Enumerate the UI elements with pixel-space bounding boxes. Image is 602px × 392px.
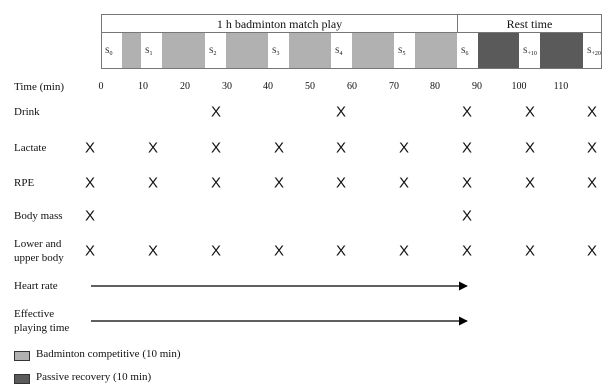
row-label-lactate: Lactate xyxy=(14,142,47,154)
measurement-mark: X xyxy=(147,242,159,260)
measurement-mark: X xyxy=(524,103,536,121)
measurement-mark: X xyxy=(84,207,96,225)
measurement-mark: X xyxy=(84,242,96,260)
measurement-mark: X xyxy=(273,139,285,157)
recovery-block-2 xyxy=(540,33,583,68)
time-tick-20: 20 xyxy=(180,81,190,92)
measurement-mark: X xyxy=(586,139,598,157)
time-tick-100: 100 xyxy=(511,81,527,92)
time-tick-60: 60 xyxy=(347,81,357,92)
time-tick-80: 80 xyxy=(430,81,440,92)
time-tick-30: 30 xyxy=(222,81,232,92)
measurement-mark: X xyxy=(461,103,473,121)
row-label-lower-and-upper-body: Lower and upper body xyxy=(14,238,64,264)
sample-point-0: S0 xyxy=(105,46,113,58)
measurement-mark: X xyxy=(524,242,536,260)
measurement-mark: X xyxy=(586,174,598,192)
sample-point-7: S+10 xyxy=(523,46,537,58)
measurement-mark: X xyxy=(398,139,410,157)
match-block-2 xyxy=(162,33,205,68)
sample-point-8: S+20 xyxy=(587,46,601,58)
sample-point-1: S1 xyxy=(145,46,153,58)
measurement-mark: X xyxy=(461,139,473,157)
row-label-heart-rate: Heart rate xyxy=(14,280,58,292)
measurement-mark: X xyxy=(84,174,96,192)
measurement-mark: X xyxy=(210,174,222,192)
time-tick-110: 110 xyxy=(553,81,569,92)
row-label-drink: Drink xyxy=(14,106,40,118)
measurement-mark: X xyxy=(586,242,598,260)
match-block-5 xyxy=(352,33,394,68)
time-tick-70: 70 xyxy=(389,81,399,92)
sample-point-4: S4 xyxy=(335,46,343,58)
time-tick-40: 40 xyxy=(263,81,273,92)
legend-swatch-competitive xyxy=(14,351,30,361)
row-label-effective-playing-time: Effective playing time xyxy=(14,308,70,334)
measurement-mark: X xyxy=(210,103,222,121)
match-block-6 xyxy=(415,33,457,68)
sample-point-6: S6 xyxy=(461,46,469,58)
measurement-mark: X xyxy=(335,103,347,121)
recovery-block-1 xyxy=(478,33,519,68)
sample-point-3: S3 xyxy=(272,46,280,58)
row-label-body-mass: Body mass xyxy=(14,210,63,222)
match-block-3 xyxy=(226,33,268,68)
measurement-mark: X xyxy=(273,174,285,192)
measurement-mark: X xyxy=(210,242,222,260)
time-tick-10: 10 xyxy=(138,81,148,92)
measurement-mark: X xyxy=(147,139,159,157)
measurement-mark: X xyxy=(461,242,473,260)
time-tick-0: 0 xyxy=(98,81,104,92)
row-label-rpe: RPE xyxy=(14,177,35,189)
measurement-mark: X xyxy=(210,139,222,157)
measurement-mark: X xyxy=(524,139,536,157)
measurement-mark: X xyxy=(398,242,410,260)
measurement-mark: X xyxy=(461,174,473,192)
time-axis-label: Time (min) xyxy=(14,81,65,93)
measurement-mark: X xyxy=(586,103,598,121)
legend-swatch-recovery xyxy=(14,374,30,384)
measurement-mark: X xyxy=(273,242,285,260)
measurement-mark: X xyxy=(398,174,410,192)
measurement-mark: X xyxy=(84,139,96,157)
sample-point-5: S5 xyxy=(398,46,406,58)
legend-label-recovery: Passive recovery (10 min) xyxy=(36,371,152,383)
match-block-1 xyxy=(122,33,141,68)
measurement-mark: X xyxy=(147,174,159,192)
measurement-mark: X xyxy=(461,207,473,225)
match-block-4 xyxy=(289,33,331,68)
measurement-mark: X xyxy=(335,139,347,157)
measurement-mark: X xyxy=(335,174,347,192)
legend-label-competitive: Badminton competitive (10 min) xyxy=(36,348,181,360)
time-tick-90: 90 xyxy=(472,81,482,92)
sample-point-2: S2 xyxy=(209,46,217,58)
measurement-mark: X xyxy=(335,242,347,260)
time-tick-50: 50 xyxy=(305,81,315,92)
measurement-mark: X xyxy=(524,174,536,192)
